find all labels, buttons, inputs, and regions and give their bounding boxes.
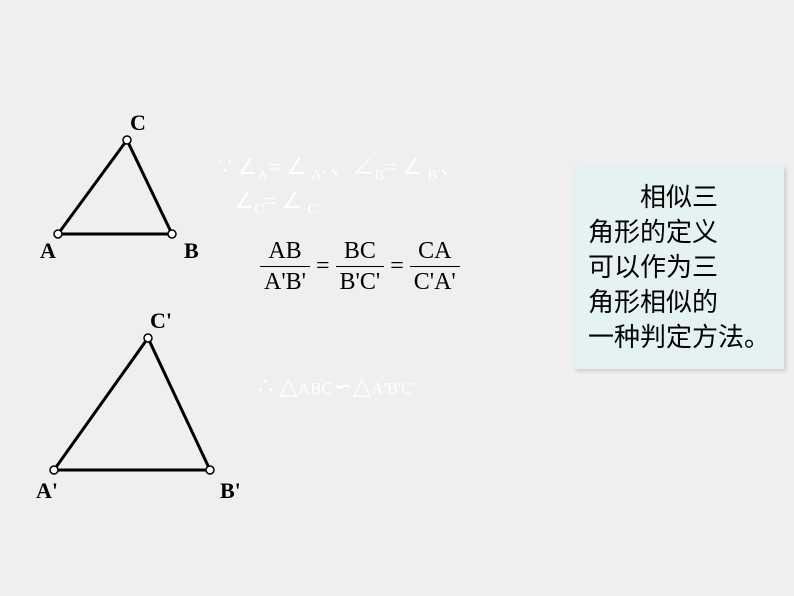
conclusion-tri2: A'B'C' [371,379,415,398]
sidebox-line-5: 一种判定方法。 [588,323,770,352]
frac-3-den: C'A' [410,269,460,295]
sidebox-line-3: 可以作为三 [588,253,718,282]
eq-1: = [310,253,336,280]
frac-2-den: B'C' [336,269,385,295]
sidebox-line-1: 相似三 [640,183,718,212]
frac-2: BC B'C' [336,238,385,296]
sidebox-line-4: 角形相似的 [588,288,718,317]
frac-1: AB A'B' [260,238,310,296]
ratio-equation: AB A'B' = BC B'C' = CA C'A' [260,238,460,296]
eq-2: = [384,253,410,280]
vertex-label-Bp: B' [220,478,241,504]
triangle-large-svg [0,0,300,560]
conclusion-tri1: ABC [298,379,333,398]
frac-3-bar [410,266,460,267]
frac-1-bar [260,266,310,267]
frac-3-num: CA [414,238,455,264]
sidebox-line-2: 角形的定义 [588,218,718,247]
frac-1-den: A'B' [260,269,310,295]
premise-text: ∵ ∠A= ∠ A' 、∠B= ∠ B'、 ∠C= ∠ C' [218,152,462,219]
frac-2-num: BC [340,238,380,264]
frac-1-num: AB [264,238,305,264]
definition-note-box: 相似三 角形的定义 可以作为三 角形相似的 一种判定方法。 [574,166,784,369]
frac-3: CA C'A' [410,238,460,296]
similar-symbol: ∽ [333,374,353,400]
frac-2-bar [336,266,385,267]
vertex-label-Cp: C' [150,308,172,334]
vertex-label-Ap: A' [36,478,58,504]
conclusion-text: ∴ △ABC∽△A'B'C' [258,372,415,401]
